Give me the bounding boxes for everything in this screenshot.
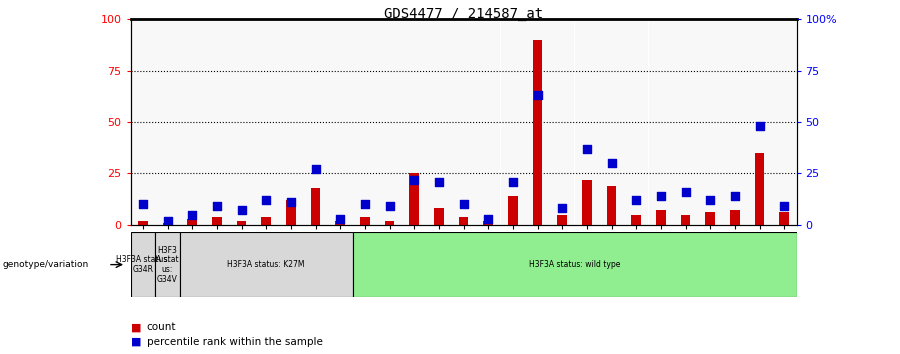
Point	[210, 204, 224, 209]
Bar	[451, 19, 476, 225]
Point	[333, 216, 347, 222]
Bar	[353, 19, 377, 225]
Point	[382, 204, 397, 209]
Bar	[747, 19, 772, 225]
FancyBboxPatch shape	[180, 232, 353, 297]
Bar	[680, 215, 690, 225]
Bar	[360, 217, 370, 225]
Bar	[649, 19, 673, 225]
Bar	[723, 19, 747, 225]
Bar	[138, 221, 148, 225]
Point	[777, 204, 791, 209]
FancyBboxPatch shape	[155, 232, 180, 297]
Text: GDS4477 / 214587_at: GDS4477 / 214587_at	[384, 7, 543, 21]
Bar	[427, 19, 451, 225]
Bar	[631, 215, 641, 225]
Bar	[772, 19, 796, 225]
Point	[604, 160, 618, 166]
Point	[185, 212, 200, 217]
Bar	[212, 217, 221, 225]
Bar	[483, 221, 493, 225]
Bar	[254, 19, 278, 225]
Bar	[261, 217, 271, 225]
Point	[653, 193, 668, 199]
Point	[136, 201, 150, 207]
Point	[580, 146, 594, 152]
Point	[407, 177, 421, 182]
Bar	[237, 221, 247, 225]
Bar	[550, 19, 574, 225]
Point	[160, 218, 175, 223]
Point	[629, 197, 643, 203]
Bar	[574, 19, 599, 225]
FancyBboxPatch shape	[130, 232, 155, 297]
Text: count: count	[147, 322, 176, 332]
Bar	[155, 19, 180, 225]
Point	[703, 197, 717, 203]
Bar	[163, 223, 173, 225]
Bar	[526, 19, 550, 225]
Point	[432, 179, 446, 184]
Point	[506, 179, 520, 184]
Text: ■: ■	[130, 337, 141, 347]
Point	[555, 206, 570, 211]
Bar	[533, 40, 543, 225]
Bar	[328, 19, 353, 225]
Bar	[410, 173, 419, 225]
Bar	[384, 221, 394, 225]
FancyBboxPatch shape	[353, 232, 796, 297]
Bar	[779, 212, 789, 225]
Bar	[476, 19, 500, 225]
Point	[284, 199, 298, 205]
Bar	[204, 19, 230, 225]
Bar	[582, 179, 592, 225]
Bar	[434, 209, 444, 225]
Text: H3F3A status: wild type: H3F3A status: wild type	[529, 260, 620, 269]
Point	[234, 207, 248, 213]
Bar	[500, 19, 526, 225]
Bar	[278, 19, 303, 225]
Bar	[130, 19, 155, 225]
Bar	[335, 221, 345, 225]
Bar	[303, 19, 328, 225]
Bar	[706, 212, 716, 225]
Point	[456, 201, 471, 207]
Bar	[187, 219, 197, 225]
Text: ■: ■	[130, 322, 141, 332]
Bar	[557, 215, 567, 225]
Text: H3F3A status: K27M: H3F3A status: K27M	[228, 260, 305, 269]
Bar	[230, 19, 254, 225]
Point	[727, 193, 742, 199]
Bar	[180, 19, 204, 225]
Bar	[698, 19, 723, 225]
Bar	[754, 153, 764, 225]
Point	[309, 166, 323, 172]
Bar	[673, 19, 698, 225]
Text: percentile rank within the sample: percentile rank within the sample	[147, 337, 322, 347]
Bar	[730, 210, 740, 225]
Point	[530, 93, 544, 98]
Bar	[401, 19, 427, 225]
Bar	[377, 19, 401, 225]
Point	[481, 216, 495, 222]
Text: H3F3A status:
G34R: H3F3A status: G34R	[116, 255, 170, 274]
Bar	[310, 188, 320, 225]
Bar	[286, 200, 296, 225]
Bar	[459, 217, 468, 225]
Point	[357, 201, 372, 207]
Point	[752, 124, 767, 129]
Bar	[624, 19, 649, 225]
Point	[259, 197, 274, 203]
Bar	[599, 19, 624, 225]
Bar	[607, 186, 616, 225]
Bar	[656, 210, 666, 225]
Text: genotype/variation: genotype/variation	[3, 260, 89, 269]
Text: H3F3
A stat
us:
G34V: H3F3 A stat us: G34V	[157, 246, 179, 284]
Bar	[508, 196, 518, 225]
Point	[679, 189, 693, 195]
